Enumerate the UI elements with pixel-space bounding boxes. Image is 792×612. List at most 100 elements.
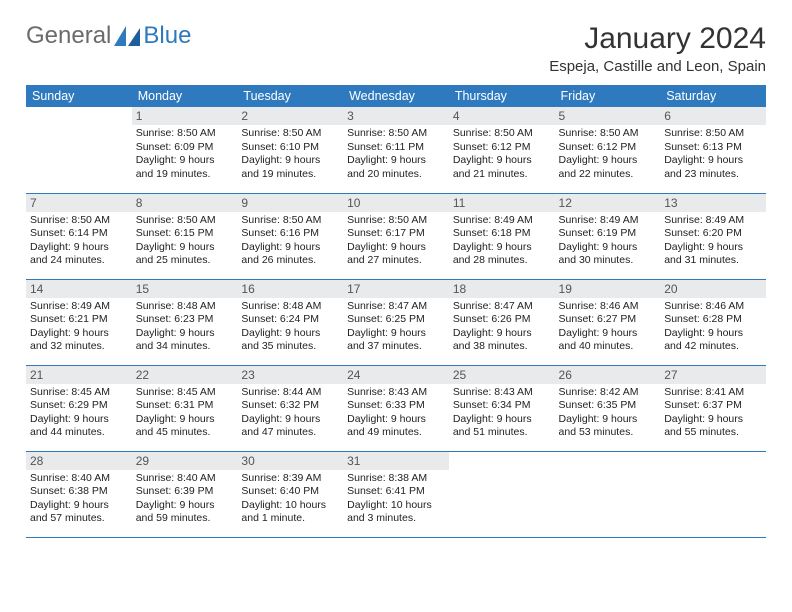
logo-text-2: Blue xyxy=(143,22,191,50)
calendar-week-row: 14Sunrise: 8:49 AMSunset: 6:21 PMDayligh… xyxy=(26,279,766,365)
day-number: 28 xyxy=(26,452,132,470)
day-details: Sunrise: 8:46 AMSunset: 6:27 PMDaylight:… xyxy=(555,298,661,359)
day-details: Sunrise: 8:49 AMSunset: 6:20 PMDaylight:… xyxy=(660,212,766,273)
calendar-day-cell: 18Sunrise: 8:47 AMSunset: 6:26 PMDayligh… xyxy=(449,279,555,365)
day-number: 8 xyxy=(132,194,238,212)
calendar-table: Sunday Monday Tuesday Wednesday Thursday… xyxy=(26,85,766,538)
weekday-header: Thursday xyxy=(449,85,555,107)
weekday-header: Tuesday xyxy=(237,85,343,107)
calendar-day-cell: 14Sunrise: 8:49 AMSunset: 6:21 PMDayligh… xyxy=(26,279,132,365)
calendar-day-cell: 13Sunrise: 8:49 AMSunset: 6:20 PMDayligh… xyxy=(660,193,766,279)
day-details: Sunrise: 8:50 AMSunset: 6:12 PMDaylight:… xyxy=(555,125,661,186)
calendar-day-cell: 31Sunrise: 8:38 AMSunset: 6:41 PMDayligh… xyxy=(343,451,449,537)
day-details: Sunrise: 8:50 AMSunset: 6:12 PMDaylight:… xyxy=(449,125,555,186)
calendar-day-cell: 11Sunrise: 8:49 AMSunset: 6:18 PMDayligh… xyxy=(449,193,555,279)
calendar-day-cell: .. xyxy=(555,451,661,537)
day-number: 5 xyxy=(555,107,661,125)
logo-sail-icon xyxy=(114,26,140,46)
calendar-day-cell: 25Sunrise: 8:43 AMSunset: 6:34 PMDayligh… xyxy=(449,365,555,451)
calendar-day-cell: 24Sunrise: 8:43 AMSunset: 6:33 PMDayligh… xyxy=(343,365,449,451)
day-number: 7 xyxy=(26,194,132,212)
day-number: 26 xyxy=(555,366,661,384)
day-number: 19 xyxy=(555,280,661,298)
day-number: 21 xyxy=(26,366,132,384)
day-number: 30 xyxy=(237,452,343,470)
weekday-header: Wednesday xyxy=(343,85,449,107)
calendar-day-cell: 26Sunrise: 8:42 AMSunset: 6:35 PMDayligh… xyxy=(555,365,661,451)
calendar-day-cell: 15Sunrise: 8:48 AMSunset: 6:23 PMDayligh… xyxy=(132,279,238,365)
day-details: Sunrise: 8:42 AMSunset: 6:35 PMDaylight:… xyxy=(555,384,661,445)
calendar-day-cell: .. xyxy=(26,107,132,193)
day-number: 10 xyxy=(343,194,449,212)
day-number: 11 xyxy=(449,194,555,212)
weekday-header-row: Sunday Monday Tuesday Wednesday Thursday… xyxy=(26,85,766,107)
day-number: 16 xyxy=(237,280,343,298)
weekday-header: Friday xyxy=(555,85,661,107)
calendar-day-cell: 7Sunrise: 8:50 AMSunset: 6:14 PMDaylight… xyxy=(26,193,132,279)
day-number: 1 xyxy=(132,107,238,125)
day-details: Sunrise: 8:45 AMSunset: 6:31 PMDaylight:… xyxy=(132,384,238,445)
day-details: Sunrise: 8:39 AMSunset: 6:40 PMDaylight:… xyxy=(237,470,343,531)
day-details: Sunrise: 8:50 AMSunset: 6:11 PMDaylight:… xyxy=(343,125,449,186)
day-number: 20 xyxy=(660,280,766,298)
day-details: Sunrise: 8:41 AMSunset: 6:37 PMDaylight:… xyxy=(660,384,766,445)
day-number: 31 xyxy=(343,452,449,470)
calendar-day-cell: 22Sunrise: 8:45 AMSunset: 6:31 PMDayligh… xyxy=(132,365,238,451)
calendar-day-cell: 6Sunrise: 8:50 AMSunset: 6:13 PMDaylight… xyxy=(660,107,766,193)
header: General Blue January 2024 Espeja, Castil… xyxy=(26,22,766,75)
day-details: Sunrise: 8:49 AMSunset: 6:19 PMDaylight:… xyxy=(555,212,661,273)
calendar-day-cell: 12Sunrise: 8:49 AMSunset: 6:19 PMDayligh… xyxy=(555,193,661,279)
day-details: Sunrise: 8:40 AMSunset: 6:38 PMDaylight:… xyxy=(26,470,132,531)
day-details: Sunrise: 8:46 AMSunset: 6:28 PMDaylight:… xyxy=(660,298,766,359)
calendar-week-row: 21Sunrise: 8:45 AMSunset: 6:29 PMDayligh… xyxy=(26,365,766,451)
day-number: 29 xyxy=(132,452,238,470)
calendar-day-cell: 21Sunrise: 8:45 AMSunset: 6:29 PMDayligh… xyxy=(26,365,132,451)
day-details: Sunrise: 8:50 AMSunset: 6:13 PMDaylight:… xyxy=(660,125,766,186)
calendar-week-row: 7Sunrise: 8:50 AMSunset: 6:14 PMDaylight… xyxy=(26,193,766,279)
day-details: Sunrise: 8:49 AMSunset: 6:18 PMDaylight:… xyxy=(449,212,555,273)
logo: General Blue xyxy=(26,22,191,50)
calendar-day-cell: 17Sunrise: 8:47 AMSunset: 6:25 PMDayligh… xyxy=(343,279,449,365)
day-details: Sunrise: 8:38 AMSunset: 6:41 PMDaylight:… xyxy=(343,470,449,531)
day-number: 25 xyxy=(449,366,555,384)
calendar-day-cell: 3Sunrise: 8:50 AMSunset: 6:11 PMDaylight… xyxy=(343,107,449,193)
day-details: Sunrise: 8:49 AMSunset: 6:21 PMDaylight:… xyxy=(26,298,132,359)
day-details: Sunrise: 8:48 AMSunset: 6:23 PMDaylight:… xyxy=(132,298,238,359)
day-details: Sunrise: 8:47 AMSunset: 6:26 PMDaylight:… xyxy=(449,298,555,359)
day-number: 27 xyxy=(660,366,766,384)
month-title: January 2024 xyxy=(549,22,766,56)
weekday-header: Sunday xyxy=(26,85,132,107)
title-block: January 2024 Espeja, Castille and Leon, … xyxy=(549,22,766,75)
calendar-day-cell: 2Sunrise: 8:50 AMSunset: 6:10 PMDaylight… xyxy=(237,107,343,193)
calendar-week-row: 28Sunrise: 8:40 AMSunset: 6:38 PMDayligh… xyxy=(26,451,766,537)
day-number: 17 xyxy=(343,280,449,298)
calendar-day-cell: 28Sunrise: 8:40 AMSunset: 6:38 PMDayligh… xyxy=(26,451,132,537)
day-number: 22 xyxy=(132,366,238,384)
day-details: Sunrise: 8:50 AMSunset: 6:14 PMDaylight:… xyxy=(26,212,132,273)
calendar-day-cell: 16Sunrise: 8:48 AMSunset: 6:24 PMDayligh… xyxy=(237,279,343,365)
calendar-day-cell: 30Sunrise: 8:39 AMSunset: 6:40 PMDayligh… xyxy=(237,451,343,537)
weekday-header: Saturday xyxy=(660,85,766,107)
day-number: 9 xyxy=(237,194,343,212)
calendar-day-cell: 29Sunrise: 8:40 AMSunset: 6:39 PMDayligh… xyxy=(132,451,238,537)
day-number: 18 xyxy=(449,280,555,298)
day-number: 14 xyxy=(26,280,132,298)
calendar-day-cell: 9Sunrise: 8:50 AMSunset: 6:16 PMDaylight… xyxy=(237,193,343,279)
calendar-day-cell: 19Sunrise: 8:46 AMSunset: 6:27 PMDayligh… xyxy=(555,279,661,365)
day-details: Sunrise: 8:50 AMSunset: 6:15 PMDaylight:… xyxy=(132,212,238,273)
day-details: Sunrise: 8:40 AMSunset: 6:39 PMDaylight:… xyxy=(132,470,238,531)
location: Espeja, Castille and Leon, Spain xyxy=(549,58,766,75)
calendar-day-cell: 20Sunrise: 8:46 AMSunset: 6:28 PMDayligh… xyxy=(660,279,766,365)
day-details: Sunrise: 8:50 AMSunset: 6:09 PMDaylight:… xyxy=(132,125,238,186)
day-number: 6 xyxy=(660,107,766,125)
day-details: Sunrise: 8:50 AMSunset: 6:10 PMDaylight:… xyxy=(237,125,343,186)
calendar-week-row: ..1Sunrise: 8:50 AMSunset: 6:09 PMDaylig… xyxy=(26,107,766,193)
day-details: Sunrise: 8:43 AMSunset: 6:34 PMDaylight:… xyxy=(449,384,555,445)
calendar-day-cell: 8Sunrise: 8:50 AMSunset: 6:15 PMDaylight… xyxy=(132,193,238,279)
day-number: 13 xyxy=(660,194,766,212)
day-details: Sunrise: 8:50 AMSunset: 6:17 PMDaylight:… xyxy=(343,212,449,273)
calendar-day-cell: 4Sunrise: 8:50 AMSunset: 6:12 PMDaylight… xyxy=(449,107,555,193)
day-details: Sunrise: 8:50 AMSunset: 6:16 PMDaylight:… xyxy=(237,212,343,273)
day-number: 15 xyxy=(132,280,238,298)
day-number: 23 xyxy=(237,366,343,384)
